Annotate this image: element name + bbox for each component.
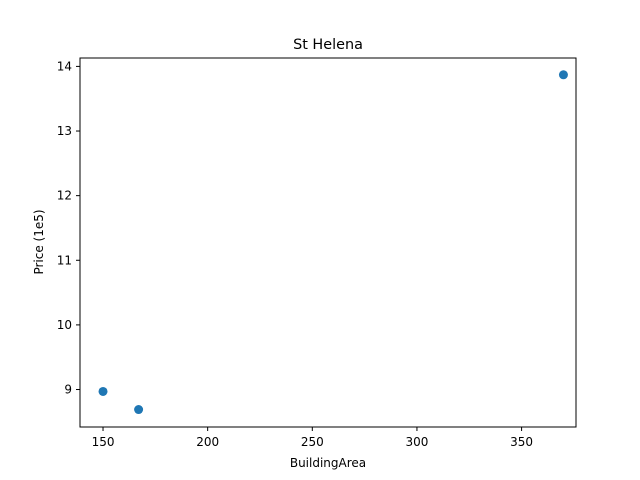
data-point-2	[134, 405, 144, 415]
x-tick-label: 150	[92, 435, 115, 449]
y-axis-ticks: 9 10 11 12 13 14	[57, 59, 80, 397]
y-tick-label: 12	[57, 189, 72, 203]
y-tick-label: 11	[57, 253, 72, 267]
data-point-1	[98, 386, 108, 396]
x-tick-label: 350	[510, 435, 533, 449]
data-point-3	[558, 70, 568, 80]
plot-area-frame	[79, 57, 577, 428]
x-tick-label: 300	[405, 435, 428, 449]
x-tick-label: 250	[301, 435, 324, 449]
x-axis-ticks: 150 200 250 300 350	[92, 427, 533, 449]
y-tick-label: 13	[57, 124, 72, 138]
chart-title: St Helena	[293, 37, 363, 53]
y-tick-label: 14	[57, 59, 72, 73]
x-axis-label: BuildingArea	[290, 456, 366, 470]
y-tick-label: 10	[57, 318, 72, 332]
y-axis-label: Price (1e5)	[32, 209, 46, 274]
data-points	[98, 70, 568, 415]
y-tick-label: 9	[64, 383, 72, 397]
x-tick-label: 200	[196, 435, 219, 449]
